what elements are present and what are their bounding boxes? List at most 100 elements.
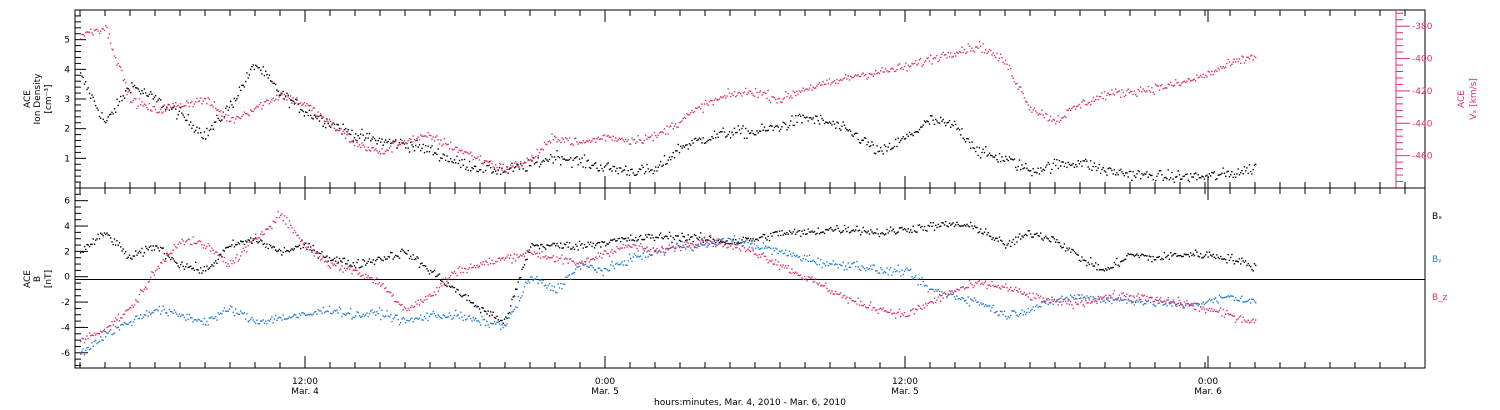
- bz-point: [587, 257, 589, 259]
- density-point: [605, 165, 607, 167]
- bz-point: [686, 241, 688, 243]
- bx-point: [1193, 254, 1196, 257]
- by-point: [1167, 299, 1169, 301]
- density-point: [712, 137, 714, 140]
- by-point: [437, 314, 439, 316]
- density-point: [723, 131, 726, 133]
- velocity-point: [861, 73, 863, 75]
- by-point: [390, 314, 392, 316]
- velocity-point: [186, 100, 188, 102]
- density-point: [371, 138, 373, 140]
- bz-point: [143, 288, 146, 290]
- by-point: [911, 276, 913, 278]
- velocity-point: [160, 108, 162, 110]
- by-point: [1022, 314, 1024, 316]
- velocity-point: [640, 139, 642, 141]
- density-point: [1071, 164, 1073, 166]
- bz-point: [691, 243, 693, 245]
- velocity-point: [896, 68, 898, 71]
- bx-point: [993, 239, 996, 241]
- bx-point: [802, 233, 804, 235]
- bz-point: [786, 267, 788, 269]
- density-point: [943, 122, 946, 124]
- by-point: [997, 314, 999, 317]
- bx-point: [1008, 240, 1011, 242]
- density-point: [225, 107, 227, 110]
- density-point: [876, 145, 878, 147]
- bx-point: [620, 240, 622, 243]
- velocity-point: [790, 95, 792, 97]
- velocity-point: [1086, 104, 1088, 106]
- by-point: [488, 326, 491, 329]
- bx-point: [870, 229, 872, 231]
- bx-point: [807, 228, 809, 230]
- bx-point: [277, 250, 279, 252]
- bx-point: [225, 247, 227, 249]
- bx-point: [1150, 256, 1152, 258]
- density-point: [423, 151, 426, 154]
- by-point: [523, 286, 526, 288]
- density-point: [617, 172, 619, 175]
- by-point: [921, 276, 923, 279]
- density-point: [220, 120, 222, 122]
- density-point: [1018, 159, 1021, 161]
- bz-point: [910, 310, 912, 312]
- by-point: [198, 319, 201, 321]
- velocity-point: [1177, 81, 1179, 83]
- bx-point: [116, 240, 118, 242]
- velocity-point: [1133, 90, 1136, 92]
- velocity-point: [471, 155, 473, 157]
- velocity-point: [332, 122, 334, 124]
- density-point: [303, 115, 306, 117]
- bz-point: [177, 243, 179, 245]
- density-point: [868, 145, 871, 148]
- bz-point: [508, 257, 511, 259]
- bx-point: [506, 317, 508, 320]
- bz-point: [1011, 289, 1013, 292]
- velocity-point: [965, 52, 967, 55]
- by-point: [910, 268, 912, 270]
- velocity-point: [477, 155, 479, 158]
- bz-point: [818, 282, 821, 284]
- velocity-point: [922, 64, 924, 66]
- by-point: [572, 272, 574, 274]
- bx-point: [466, 299, 468, 302]
- bx-point: [111, 241, 113, 243]
- bz-point: [667, 248, 669, 250]
- density-point: [1063, 165, 1066, 168]
- by-point: [915, 275, 917, 277]
- velocity-point: [676, 126, 678, 128]
- bx-point: [192, 267, 194, 269]
- bz-point: [540, 257, 542, 259]
- by-point: [982, 303, 984, 305]
- by-point: [642, 252, 644, 254]
- bx-point: [665, 235, 667, 237]
- bx-point: [101, 233, 103, 235]
- velocity-point: [737, 92, 739, 94]
- by-point: [692, 249, 694, 252]
- density-point: [425, 145, 427, 147]
- bz-point: [1128, 295, 1131, 297]
- bx-point: [1161, 257, 1163, 260]
- bz-point: [636, 247, 638, 250]
- bx-point: [260, 239, 262, 241]
- bz-point: [211, 247, 213, 249]
- bz-point: [223, 256, 226, 259]
- by-point: [416, 317, 418, 319]
- bx-point: [317, 257, 319, 259]
- by-point: [772, 247, 774, 249]
- density-point: [995, 154, 997, 157]
- by-point: [391, 320, 393, 323]
- velocity-point: [141, 101, 143, 103]
- by-point: [790, 253, 792, 255]
- bz-point: [721, 239, 723, 241]
- bz-point: [201, 244, 203, 246]
- density-point: [696, 139, 698, 142]
- bz-point: [176, 247, 178, 249]
- velocity-point: [296, 97, 298, 99]
- velocity-point: [311, 109, 313, 112]
- bx-point: [573, 248, 576, 250]
- by-point: [1160, 300, 1162, 302]
- by-point: [887, 273, 889, 276]
- bz-point: [112, 324, 114, 326]
